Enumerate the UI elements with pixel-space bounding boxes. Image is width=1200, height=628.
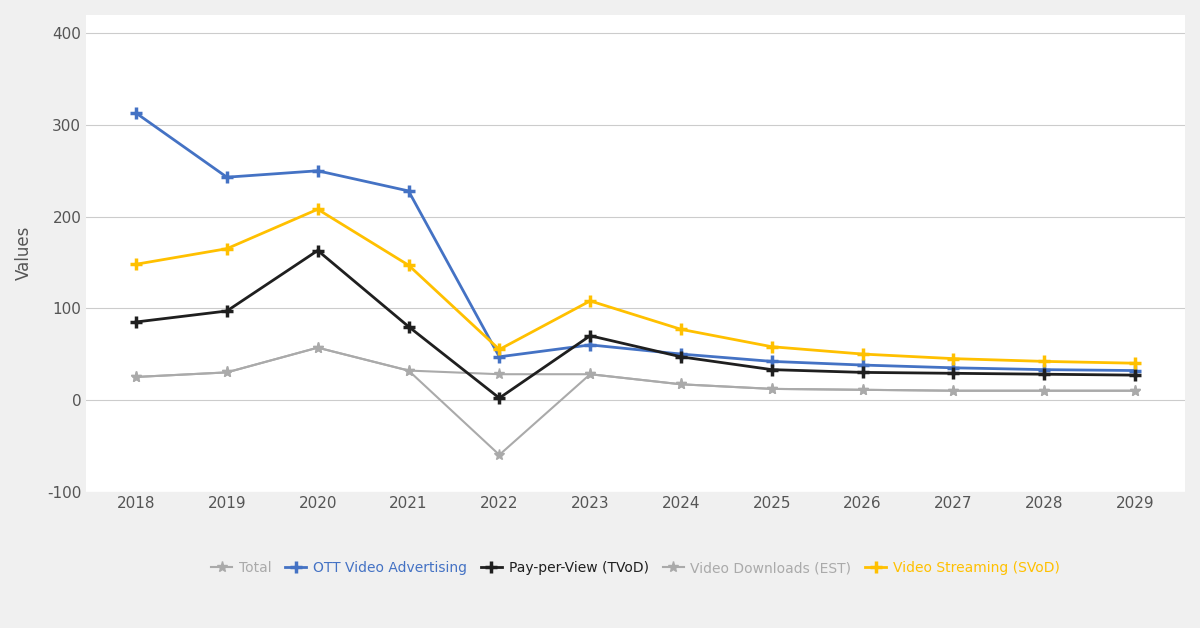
Pay-per-View (TVoD) <box>1128 371 1142 379</box>
OTT Video Advertising <box>1128 367 1142 374</box>
Video Streaming (SVoD) <box>311 205 325 213</box>
Video Streaming (SVoD) <box>401 261 415 269</box>
Pay-per-View (TVoD) <box>311 247 325 254</box>
Pay-per-View (TVoD) <box>220 307 234 315</box>
OTT Video Advertising <box>764 357 779 365</box>
Y-axis label: Values: Values <box>14 226 32 281</box>
Total <box>220 369 234 376</box>
Video Downloads (EST) <box>947 387 961 394</box>
Line: Video Streaming (SVoD): Video Streaming (SVoD) <box>130 203 1141 369</box>
Video Downloads (EST) <box>492 371 506 378</box>
Video Streaming (SVoD) <box>673 325 688 333</box>
OTT Video Advertising <box>128 109 143 117</box>
OTT Video Advertising <box>220 173 234 181</box>
Video Downloads (EST) <box>1128 387 1142 394</box>
OTT Video Advertising <box>311 167 325 175</box>
Pay-per-View (TVoD) <box>856 369 870 376</box>
Video Downloads (EST) <box>128 373 143 381</box>
Total <box>1128 387 1142 394</box>
Pay-per-View (TVoD) <box>673 353 688 360</box>
Video Downloads (EST) <box>1037 387 1051 394</box>
OTT Video Advertising <box>492 353 506 360</box>
Pay-per-View (TVoD) <box>1037 371 1051 378</box>
OTT Video Advertising <box>583 341 598 349</box>
Video Downloads (EST) <box>673 381 688 388</box>
Total <box>583 371 598 378</box>
Video Streaming (SVoD) <box>128 261 143 268</box>
Video Streaming (SVoD) <box>1037 357 1051 365</box>
Video Downloads (EST) <box>583 371 598 378</box>
Line: Pay-per-View (TVoD): Pay-per-View (TVoD) <box>130 244 1141 404</box>
Pay-per-View (TVoD) <box>947 369 961 377</box>
Total <box>128 373 143 381</box>
Total <box>764 385 779 392</box>
Video Downloads (EST) <box>220 369 234 376</box>
Total <box>311 344 325 352</box>
Total <box>1037 387 1051 394</box>
Line: OTT Video Advertising: OTT Video Advertising <box>130 107 1141 377</box>
Video Streaming (SVoD) <box>947 355 961 362</box>
Video Downloads (EST) <box>856 386 870 394</box>
Total <box>856 386 870 394</box>
Video Streaming (SVoD) <box>764 343 779 350</box>
Video Streaming (SVoD) <box>220 245 234 252</box>
Total <box>947 387 961 394</box>
Video Downloads (EST) <box>764 385 779 392</box>
Total <box>673 381 688 388</box>
OTT Video Advertising <box>947 364 961 372</box>
OTT Video Advertising <box>673 350 688 358</box>
Video Streaming (SVoD) <box>492 345 506 353</box>
Pay-per-View (TVoD) <box>583 332 598 340</box>
Pay-per-View (TVoD) <box>401 323 415 330</box>
Pay-per-View (TVoD) <box>128 318 143 326</box>
Legend: Total, OTT Video Advertising, Pay-per-View (TVoD), Video Downloads (EST), Video : Total, OTT Video Advertising, Pay-per-Vi… <box>205 556 1066 581</box>
Total <box>492 451 506 458</box>
OTT Video Advertising <box>401 187 415 195</box>
Video Streaming (SVoD) <box>1128 359 1142 367</box>
Total <box>401 367 415 374</box>
OTT Video Advertising <box>856 361 870 369</box>
OTT Video Advertising <box>1037 366 1051 374</box>
Line: Video Downloads (EST): Video Downloads (EST) <box>131 342 1141 396</box>
Video Downloads (EST) <box>311 344 325 352</box>
Video Downloads (EST) <box>401 367 415 374</box>
Pay-per-View (TVoD) <box>492 394 506 402</box>
Video Streaming (SVoD) <box>856 350 870 358</box>
Pay-per-View (TVoD) <box>764 366 779 374</box>
Video Streaming (SVoD) <box>583 297 598 305</box>
Line: Total: Total <box>131 342 1141 460</box>
